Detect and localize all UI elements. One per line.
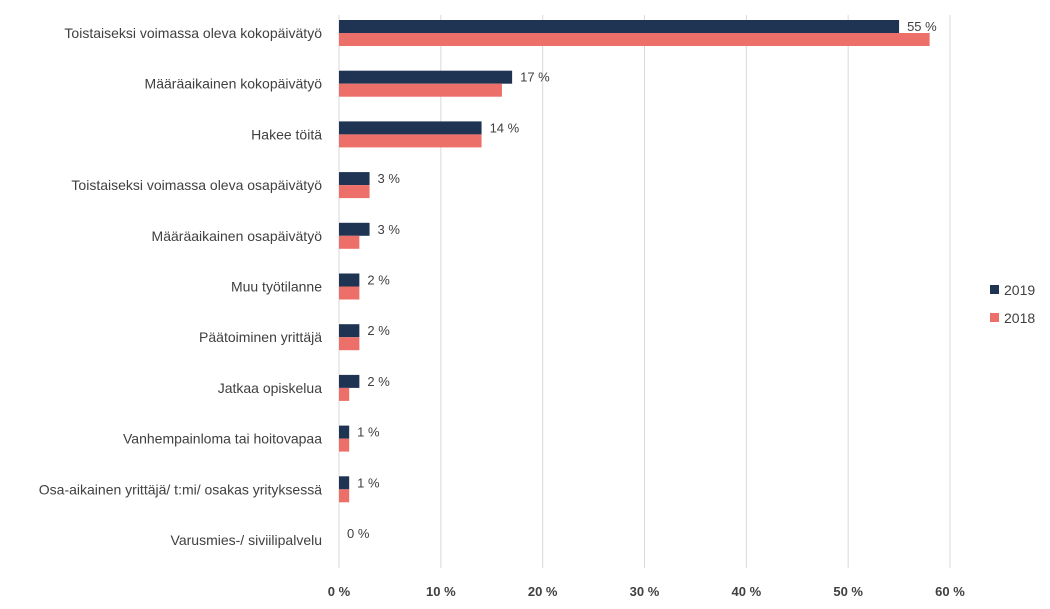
x-axis-tick-labels: 0 % 10 % 20 % 30 % 40 % 50 % 60 % — [328, 584, 965, 599]
data-label-2019: 14 % — [490, 120, 520, 135]
data-label-2019: 55 % — [907, 19, 937, 34]
x-tick-label: 20 % — [528, 584, 558, 599]
bar-2018 — [339, 185, 370, 199]
data-label-2019: 2 % — [367, 323, 390, 338]
data-label-2019: 17 % — [520, 70, 550, 85]
bars — [339, 20, 930, 503]
bar-2019 — [339, 121, 482, 135]
bar-2018 — [339, 286, 360, 300]
bar-2018 — [339, 438, 350, 452]
category-label: Varusmies-/ siviilipalvelu — [171, 532, 322, 548]
bar-2019 — [339, 273, 360, 287]
legend-label-2018: 2018 — [1004, 310, 1035, 326]
bar-2018 — [339, 337, 360, 351]
bar-2019 — [339, 374, 360, 388]
bar-2018 — [339, 134, 482, 148]
data-labels: 55 % 17 % 14 % 3 % 3 % 2 % 2 % 2 % 1 % 1 % 0 % — [347, 19, 937, 541]
x-tick-label: 0 % — [328, 584, 351, 599]
data-label-2019: 3 % — [378, 222, 401, 237]
data-label-2019: 0 % — [347, 526, 370, 541]
bar-2019 — [339, 476, 350, 490]
category-label: Hakee töitä — [251, 126, 322, 142]
x-tick-label: 60 % — [935, 584, 965, 599]
bar-2019 — [339, 425, 350, 439]
x-tick-label: 40 % — [732, 584, 762, 599]
category-label: Vanhempainloma tai hoitovapaa — [123, 431, 322, 447]
x-tick-label: 10 % — [426, 584, 456, 599]
bar-2018 — [339, 235, 360, 249]
category-label: Päätoiminen yrittäjä — [199, 329, 322, 345]
category-label: Muu työtilanne — [231, 279, 322, 295]
category-label: Toistaiseksi voimassa oleva osapäivätyö — [71, 177, 322, 193]
data-label-2019: 1 % — [357, 475, 380, 490]
data-label-2019: 1 % — [357, 425, 380, 440]
bar-2019 — [339, 172, 370, 186]
legend-label-2019: 2019 — [1004, 282, 1035, 298]
bar-2018 — [339, 489, 350, 503]
bar-2018 — [339, 387, 350, 401]
bar-2018 — [339, 33, 930, 46]
legend-swatch-2018 — [990, 313, 999, 322]
category-label: Määräaikainen osapäivätyö — [152, 228, 323, 244]
bar-2019 — [339, 222, 370, 236]
data-label-2019: 2 % — [367, 273, 390, 288]
bar-2019 — [339, 20, 900, 33]
category-label: Osa-aikainen yrittäjä/ t:mi/ osakas yrit… — [39, 481, 322, 497]
category-labels: Toistaiseksi voimassa oleva kokopäivätyö… — [39, 25, 322, 548]
bar-2018 — [339, 83, 502, 97]
x-tick-label: 30 % — [630, 584, 660, 599]
legend-swatch-2019 — [990, 285, 999, 294]
gridlines — [338, 15, 951, 568]
legend: 2019 2018 — [990, 282, 1035, 326]
category-label: Määräaikainen kokopäivätyö — [145, 76, 323, 92]
category-label: Jatkaa opiskelua — [218, 380, 323, 396]
category-label: Toistaiseksi voimassa oleva kokopäivätyö — [64, 25, 322, 41]
x-tick-label: 50 % — [833, 584, 863, 599]
bar-2019 — [339, 70, 513, 84]
data-label-2019: 2 % — [367, 374, 390, 389]
bar-2019 — [339, 324, 360, 338]
data-label-2019: 3 % — [378, 171, 401, 186]
